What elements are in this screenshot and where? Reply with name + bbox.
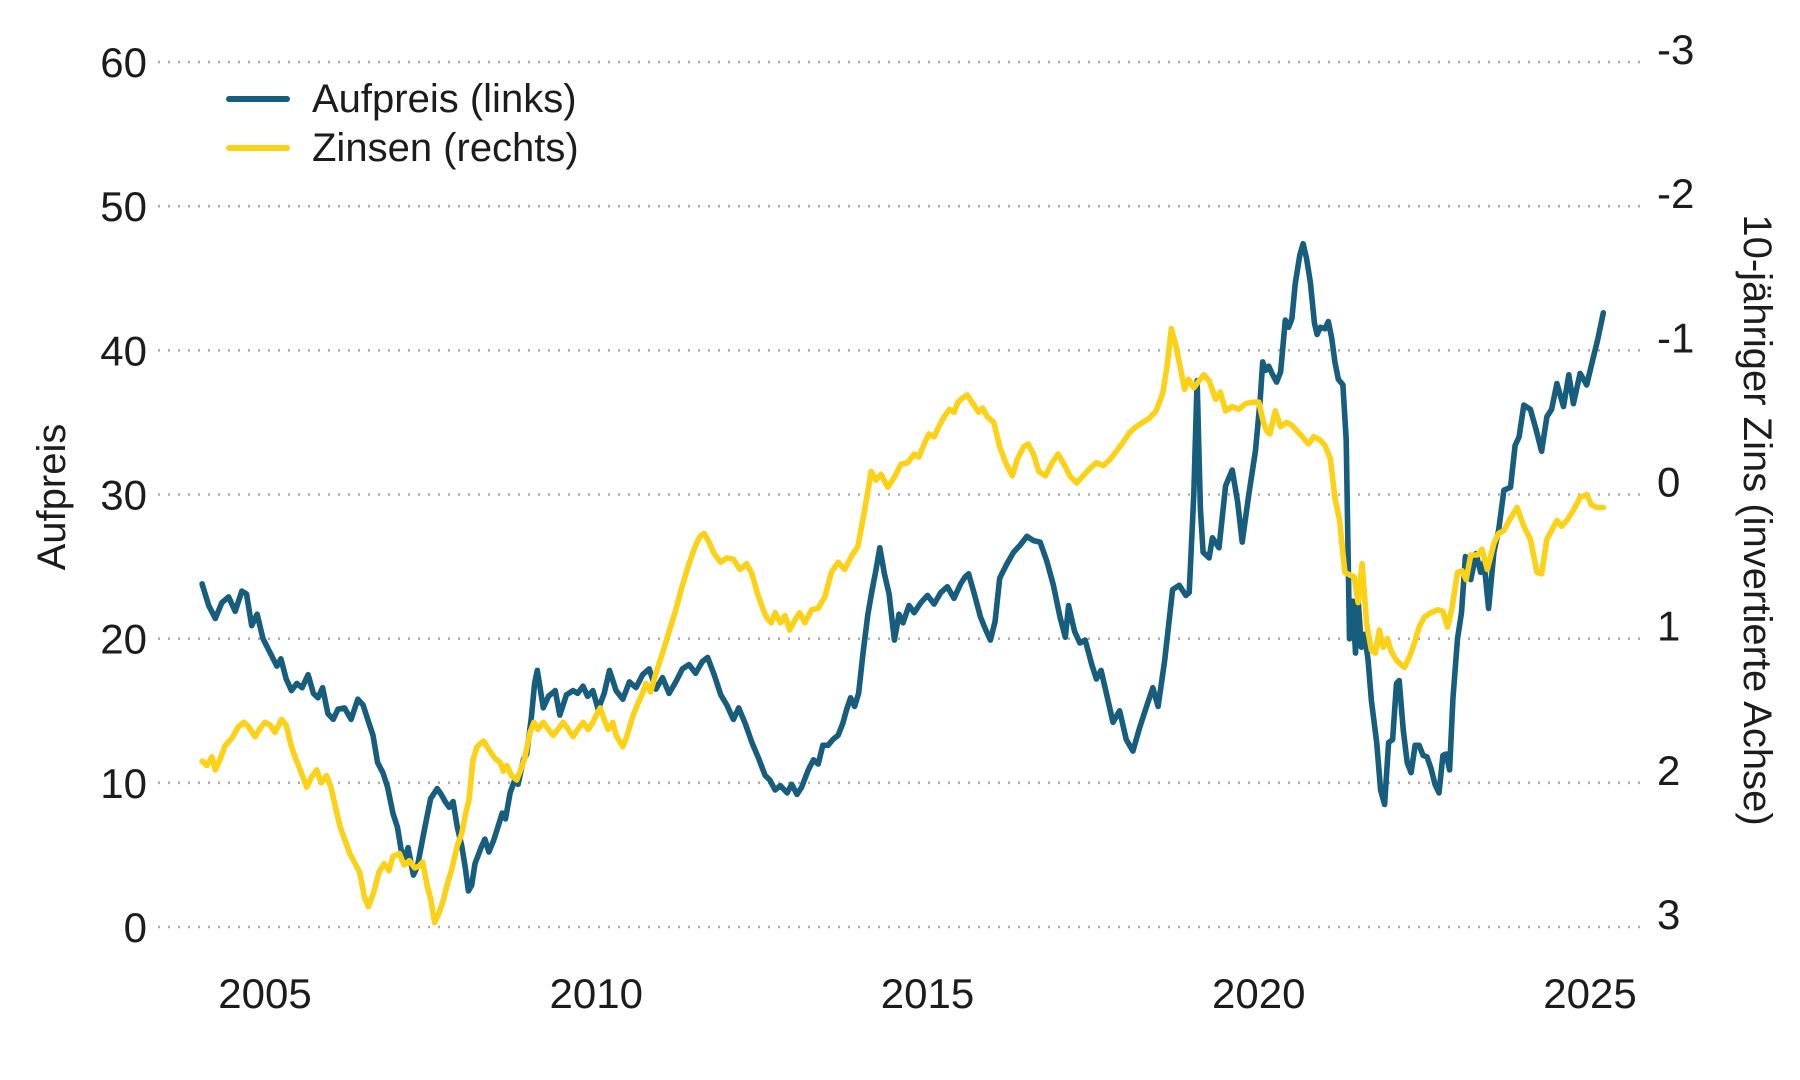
left-axis-tick-label: 20 <box>100 616 147 663</box>
legend-label-zinsen: Zinsen (rechts) <box>312 125 579 170</box>
left-axis-tick-label: 60 <box>100 39 147 86</box>
legend: Aufpreis (links) Zinsen (rechts) <box>226 74 579 172</box>
legend-line-swatch-zinsen <box>226 144 290 151</box>
legend-label-aufpreis: Aufpreis (links) <box>312 76 577 121</box>
x-axis-tick-label: 2005 <box>218 970 311 1017</box>
right-axis-tick-label: -2 <box>1657 170 1694 217</box>
right-axis-title: 10-jähriger Zins (invertierte Achse) <box>1735 214 1779 826</box>
x-axis-tick-label: 2010 <box>550 970 643 1017</box>
x-axis-tick-label: 2015 <box>881 970 974 1017</box>
left-axis-tick-label: 50 <box>100 183 147 230</box>
right-axis-tick-label: 3 <box>1657 891 1680 938</box>
right-axis-tick-label: 0 <box>1657 459 1680 506</box>
series-line-aufpreis <box>199 240 1607 894</box>
legend-item-zinsen: Zinsen (rechts) <box>226 123 579 172</box>
x-axis-tick-label: 2025 <box>1543 970 1636 1017</box>
left-axis-tick-label: 40 <box>100 327 147 374</box>
right-axis-tick-label: 2 <box>1657 747 1680 794</box>
left-axis-tick-label: 0 <box>124 904 147 951</box>
x-axis-tick-label: 2020 <box>1212 970 1305 1017</box>
left-axis-title: Aufpreis <box>30 423 74 571</box>
legend-item-aufpreis: Aufpreis (links) <box>226 74 579 123</box>
legend-line-swatch-aufpreis <box>226 95 290 102</box>
right-axis-tick-label: -3 <box>1657 26 1694 73</box>
right-axis-tick-label: 1 <box>1657 603 1680 650</box>
left-axis-tick-label: 10 <box>100 760 147 807</box>
series-line-zinsen <box>199 325 1607 926</box>
right-axis-tick-label: -1 <box>1657 314 1694 361</box>
left-axis-tick-label: 30 <box>100 472 147 519</box>
